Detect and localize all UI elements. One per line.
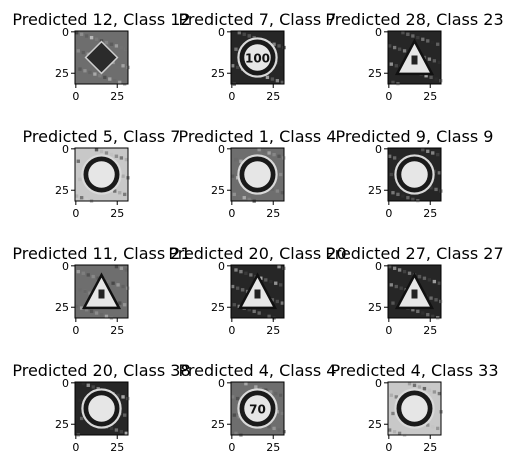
y-tick-label: 25 xyxy=(368,184,382,197)
x-tick-label: 25 xyxy=(110,324,124,337)
subplot-title: Predicted 20, Class 38 xyxy=(12,361,190,380)
x-tick-label: 0 xyxy=(385,441,392,454)
x-tick-label: 25 xyxy=(423,207,437,220)
axes-frame xyxy=(387,264,442,319)
y-tick-label: 25 xyxy=(55,301,69,314)
subplot-title: Predicted 7, Class 7 xyxy=(179,10,337,29)
x-tick-label: 25 xyxy=(266,441,280,454)
subplot-title: Predicted 12, Class 12 xyxy=(12,10,190,29)
sign-face xyxy=(88,161,115,188)
y-tick-label: 25 xyxy=(368,301,382,314)
x-tick-label: 25 xyxy=(423,324,437,337)
axes-frame xyxy=(387,381,442,436)
y-tick-label: 0 xyxy=(62,260,69,273)
sign-symbol xyxy=(411,289,418,299)
y-tick-label: 25 xyxy=(55,67,69,80)
axes-frame xyxy=(230,30,285,85)
sign-face xyxy=(244,44,271,71)
subplot-title: Predicted 1, Class 4 xyxy=(179,127,337,146)
subplot-title: Predicted 9, Class 9 xyxy=(336,127,494,146)
x-tick-label: 0 xyxy=(72,324,79,337)
y-tick-label: 25 xyxy=(211,418,225,431)
y-tick-label: 25 xyxy=(211,67,225,80)
y-tick-label: 25 xyxy=(55,184,69,197)
y-tick-label: 0 xyxy=(218,377,225,390)
sign-symbol xyxy=(411,55,418,65)
y-tick-label: 25 xyxy=(368,67,382,80)
x-tick-label: 0 xyxy=(228,324,235,337)
x-tick-label: 25 xyxy=(266,207,280,220)
subplot-title: Predicted 11, Class 21 xyxy=(12,244,190,263)
y-tick-label: 0 xyxy=(218,143,225,156)
x-tick-label: 0 xyxy=(72,207,79,220)
axes-frame xyxy=(387,30,442,85)
y-tick-label: 25 xyxy=(211,184,225,197)
y-tick-label: 25 xyxy=(211,301,225,314)
sign-face xyxy=(244,395,271,422)
x-tick-label: 25 xyxy=(423,90,437,103)
y-tick-label: 0 xyxy=(375,377,382,390)
subplot-title: Predicted 28, Class 23 xyxy=(325,10,503,29)
x-tick-label: 25 xyxy=(110,441,124,454)
x-tick-label: 0 xyxy=(228,90,235,103)
x-tick-label: 25 xyxy=(266,90,280,103)
diamond-sign-icon xyxy=(84,40,119,75)
y-tick-label: 25 xyxy=(368,418,382,431)
sign-face xyxy=(401,161,428,188)
sign-symbol xyxy=(254,289,261,299)
x-tick-label: 25 xyxy=(266,324,280,337)
subplot-title: Predicted 5, Class 7 xyxy=(23,127,181,146)
axes-frame xyxy=(74,264,129,319)
y-tick-label: 0 xyxy=(375,260,382,273)
sign-face xyxy=(244,161,271,188)
sign-face xyxy=(401,395,428,422)
y-tick-label: 25 xyxy=(55,418,69,431)
y-tick-label: 0 xyxy=(375,143,382,156)
axes-frame xyxy=(387,147,442,202)
axes-frame xyxy=(74,381,129,436)
subplot-title: Predicted 4, Class 33 xyxy=(330,361,498,380)
sign-symbol xyxy=(98,289,105,299)
y-tick-label: 0 xyxy=(62,377,69,390)
x-tick-label: 0 xyxy=(228,441,235,454)
axes-frame xyxy=(74,147,129,202)
y-tick-label: 0 xyxy=(218,260,225,273)
x-tick-label: 0 xyxy=(385,90,392,103)
y-tick-label: 0 xyxy=(62,26,69,39)
x-tick-label: 25 xyxy=(110,90,124,103)
x-tick-label: 0 xyxy=(72,441,79,454)
x-tick-label: 0 xyxy=(228,207,235,220)
axes-frame xyxy=(230,381,285,436)
subplot-title: Predicted 20, Class 20 xyxy=(168,244,346,263)
sign-face xyxy=(88,395,115,422)
subplot-title: Predicted 27, Class 27 xyxy=(325,244,503,263)
y-tick-label: 0 xyxy=(218,26,225,39)
x-tick-label: 0 xyxy=(385,324,392,337)
axes-frame xyxy=(230,264,285,319)
x-tick-label: 25 xyxy=(110,207,124,220)
axes-frame xyxy=(74,30,129,85)
x-tick-label: 0 xyxy=(72,90,79,103)
axes-frame xyxy=(230,147,285,202)
sign-text: 100 xyxy=(245,52,270,66)
y-tick-label: 0 xyxy=(375,26,382,39)
x-tick-label: 0 xyxy=(385,207,392,220)
y-tick-label: 0 xyxy=(62,143,69,156)
x-tick-label: 25 xyxy=(423,441,437,454)
sign-text: 70 xyxy=(249,403,266,417)
subplot-title: Predicted 4, Class 4 xyxy=(179,361,337,380)
